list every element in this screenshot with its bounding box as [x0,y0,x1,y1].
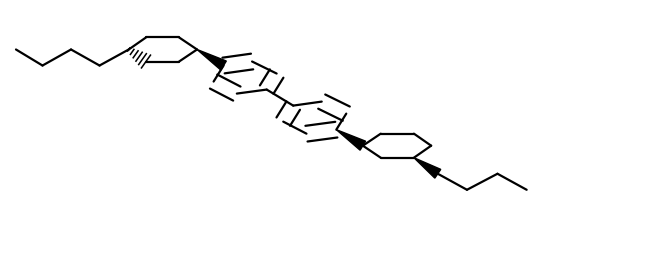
Polygon shape [336,130,366,150]
Polygon shape [197,49,226,70]
Polygon shape [414,158,441,178]
